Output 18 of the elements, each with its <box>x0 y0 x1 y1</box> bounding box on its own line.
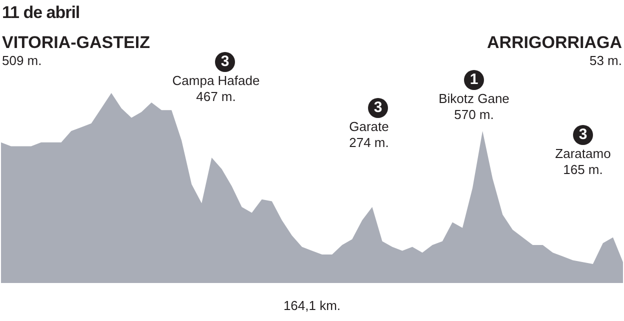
annotation: 570 m. <box>454 107 494 122</box>
annotation: 165 m. <box>563 162 603 177</box>
annotation: Garate <box>349 119 389 134</box>
text: 509 m. <box>2 53 42 68</box>
annotation: 274 m. <box>349 135 389 150</box>
circle-icon: 3 <box>573 125 593 145</box>
annotation: 467 m. <box>196 89 236 104</box>
text: ARRIGORRIAGA <box>486 33 622 52</box>
text: 164,1 km. <box>283 298 341 313</box>
text: VITORIA-GASTEIZ <box>2 33 150 52</box>
text: 53 m. <box>589 53 622 68</box>
annotation: Bikotz Gane <box>438 91 510 106</box>
circle-icon: 1 <box>464 70 484 90</box>
chart-title: 11 de abril <box>2 3 80 22</box>
annotation: Zaratamo <box>555 146 611 161</box>
text: Campa Hafade <box>172 73 260 88</box>
circle-icon: 3 <box>368 98 388 118</box>
circle-icon: 3 <box>215 52 235 72</box>
